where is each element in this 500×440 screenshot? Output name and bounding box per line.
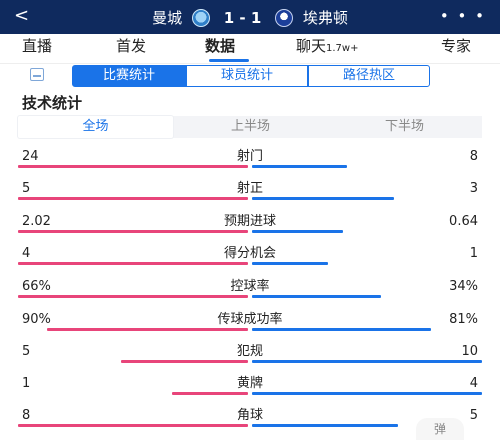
home-bar: [18, 295, 248, 298]
home-bar: [18, 262, 248, 265]
tab-expert-label: 专家: [441, 37, 472, 55]
away-value: 81%: [449, 312, 478, 327]
home-bar: [172, 392, 248, 395]
stat-name: 犯规: [236, 344, 263, 359]
away-value: 10: [461, 344, 478, 359]
stat-row: 1 黄牌 4: [0, 376, 500, 408]
home-value: 24: [22, 149, 39, 164]
away-value: 5: [469, 408, 478, 423]
stat-name: 得分机会: [223, 246, 276, 261]
segment-heatmap[interactable]: 路径热区: [308, 65, 430, 87]
stat-row: 2.02 预期进球 0.64: [0, 214, 500, 246]
stat-name: 角球: [236, 408, 263, 423]
away-value: 34%: [449, 279, 478, 294]
away-bar: [252, 197, 394, 200]
stat-name: 控球率: [230, 279, 270, 294]
away-value: 4: [469, 376, 478, 391]
period-full-match[interactable]: 全场: [18, 116, 173, 138]
tab-data-label: 数据: [205, 37, 236, 55]
tab-expert[interactable]: 专家: [441, 36, 471, 56]
home-value: 8: [22, 408, 31, 423]
stat-name: 传球成功率: [217, 312, 283, 327]
stat-row: 66% 控球率 34%: [0, 279, 500, 311]
home-value: 5: [22, 181, 31, 196]
section-title: 技术统计: [22, 94, 83, 112]
tab-chat-count: 1.7w+: [326, 43, 359, 54]
home-value: 1: [22, 376, 31, 391]
away-value: 3: [469, 181, 478, 196]
tab-lineup[interactable]: 首发: [116, 36, 146, 56]
tab-lineup-label: 首发: [116, 37, 147, 55]
away-team-name: 埃弗顿: [302, 8, 348, 27]
match-header: < 曼城 1 - 1 埃弗顿 • • •: [0, 0, 500, 34]
segment-match-stats[interactable]: 比赛统计: [72, 65, 186, 87]
away-bar: [252, 165, 347, 168]
away-bar: [252, 424, 398, 427]
stat-name: 预期进球: [223, 214, 276, 229]
home-bar: [18, 197, 248, 200]
home-bar: [18, 230, 248, 233]
away-bar: [252, 230, 343, 233]
stat-row: 5 犯规 10: [0, 344, 500, 376]
tab-data[interactable]: 数据: [205, 36, 235, 56]
stat-name: 黄牌: [236, 376, 263, 391]
stat-row: 8 角球 5: [0, 408, 500, 440]
home-bar: [121, 360, 248, 363]
away-bar: [252, 262, 328, 265]
tab-live[interactable]: 直播: [22, 36, 52, 56]
tab-live-label: 直播: [22, 37, 53, 55]
stat-row: 90% 传球成功率 81%: [0, 312, 500, 344]
away-bar: [252, 328, 431, 331]
home-bar: [18, 424, 248, 427]
match-score: 1 - 1: [223, 8, 262, 27]
tab-chat-label: 聊天: [296, 37, 327, 55]
home-bar: [47, 328, 248, 331]
tab-chat[interactable]: 聊天1.7w+: [296, 36, 358, 59]
away-bar: [252, 360, 482, 363]
period-first-half[interactable]: 上半场: [230, 119, 270, 134]
away-value: 8: [469, 149, 478, 164]
segment-player-stats[interactable]: 球员统计: [186, 65, 308, 87]
back-button[interactable]: <: [14, 5, 30, 26]
stat-row: 24 射门 8: [0, 149, 500, 181]
main-tabs: 直播 首发 数据 聊天1.7w+ 专家: [0, 34, 500, 64]
danmu-button[interactable]: 弹: [416, 418, 464, 440]
stat-name: 射正: [236, 181, 263, 196]
home-value: 2.02: [22, 214, 51, 229]
away-value: 1: [469, 246, 478, 261]
period-selector: 全场 上半场 下半场: [18, 116, 482, 138]
active-tab-indicator: [209, 59, 249, 62]
document-icon[interactable]: [30, 68, 44, 81]
stat-row: 4 得分机会 1: [0, 246, 500, 278]
home-bar: [18, 165, 248, 168]
stat-name: 射门: [236, 149, 263, 164]
match-title: 曼城 1 - 1 埃弗顿: [0, 7, 500, 28]
more-options-icon[interactable]: • • •: [439, 7, 486, 25]
away-value: 0.64: [449, 214, 478, 229]
home-team-name: 曼城: [152, 8, 183, 27]
man-city-crest-icon: [191, 8, 210, 27]
home-value: 90%: [22, 312, 51, 327]
stat-row: 5 射正 3: [0, 181, 500, 213]
everton-crest-icon: [275, 8, 294, 27]
away-bar: [252, 295, 381, 298]
period-second-half[interactable]: 下半场: [384, 119, 424, 134]
away-bar: [252, 392, 482, 395]
home-value: 66%: [22, 279, 51, 294]
home-value: 5: [22, 344, 31, 359]
home-value: 4: [22, 246, 31, 261]
